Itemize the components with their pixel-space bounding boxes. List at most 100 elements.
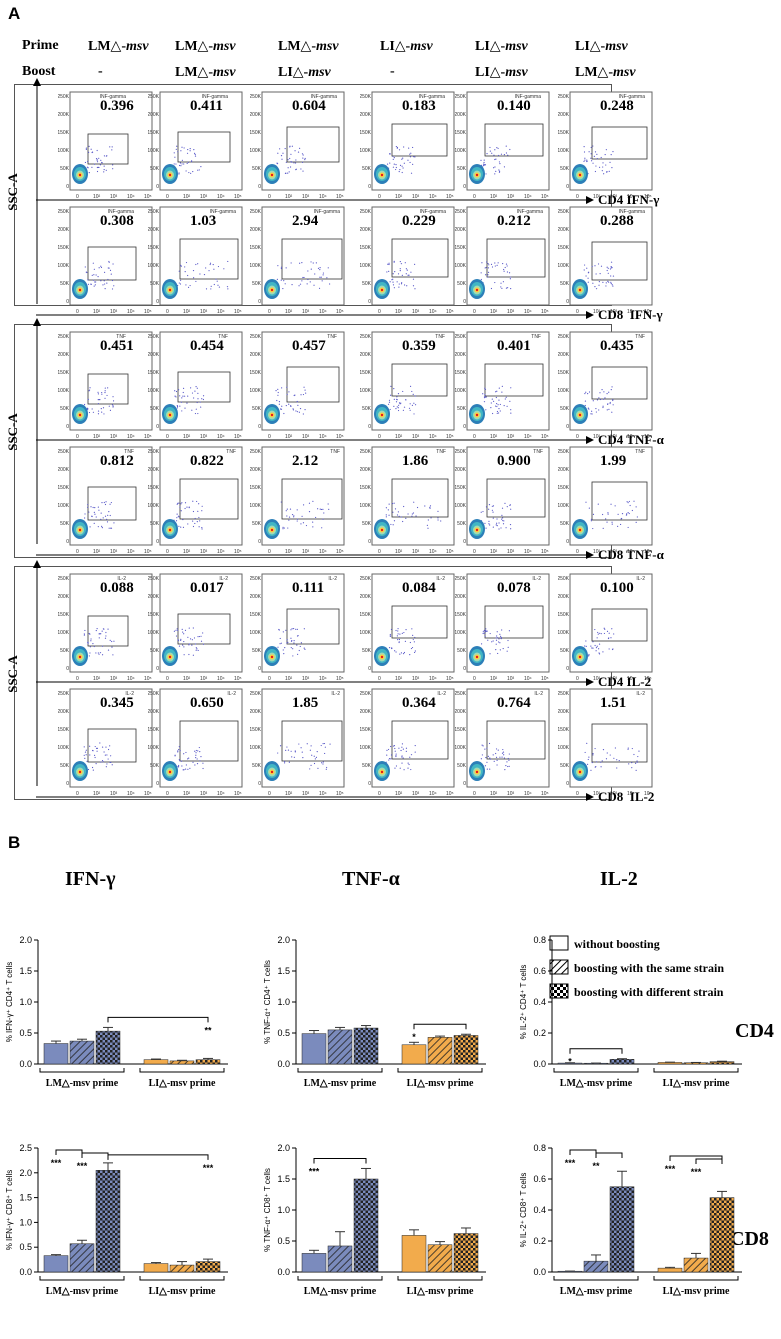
event-dot — [86, 760, 88, 762]
event-dot — [405, 268, 407, 270]
gate-percent: 0.812 — [100, 453, 134, 469]
event-dot — [603, 391, 605, 393]
event-dot — [412, 634, 414, 636]
y-tick: 0 — [258, 781, 261, 787]
event-dot — [178, 748, 180, 751]
event-dot — [484, 267, 486, 269]
event-dot — [625, 514, 628, 516]
significance-bracket — [313, 1157, 367, 1164]
event-dot — [605, 285, 607, 287]
event-dot — [101, 393, 103, 395]
event-dot — [110, 755, 112, 757]
event-dot — [93, 645, 95, 648]
event-dot — [319, 276, 321, 278]
event-dot — [103, 413, 105, 415]
y-tick: 100K — [250, 503, 262, 509]
event-dot — [101, 525, 103, 527]
event-dot — [390, 754, 393, 756]
x-tick: 0 — [576, 434, 579, 440]
event-dot — [612, 648, 614, 650]
event-dot — [289, 145, 291, 147]
bar-chart-5: 0.00.20.40.60.8% IL-2⁺ CD8⁺ T cellsLM△-m… — [519, 1143, 742, 1297]
gate-box — [486, 720, 546, 760]
event-dot — [492, 517, 494, 519]
y-tick: 200K — [250, 352, 262, 358]
event-dot — [215, 278, 217, 280]
event-dot — [416, 506, 419, 509]
event-dot — [112, 396, 114, 398]
event-dot — [96, 161, 99, 163]
event-dot — [106, 754, 108, 756]
y-tick: 0 — [66, 666, 69, 672]
x-tick: 10³ — [110, 194, 118, 200]
x-tick: 10⁵ — [144, 194, 152, 200]
x-axis-label: CD8 IL-2 — [598, 789, 655, 804]
event-dot — [410, 647, 413, 650]
event-dot — [505, 396, 507, 398]
event-dot — [197, 510, 199, 512]
x-tick: 10⁴ — [429, 434, 437, 440]
event-dot — [390, 628, 393, 631]
event-dot — [401, 743, 404, 745]
event-dot — [100, 265, 102, 267]
gate-label: IL-2 — [331, 691, 340, 697]
event-dot — [293, 516, 295, 518]
x-tick: 10³ — [412, 309, 420, 315]
event-dot — [410, 754, 413, 756]
event-dot — [502, 262, 504, 265]
x-tick: 10² — [395, 676, 403, 682]
gate-percent: 0.345 — [100, 695, 134, 711]
gate-box — [391, 123, 448, 157]
event-dot — [501, 287, 503, 290]
y-tick-label: 0.0 — [19, 1059, 32, 1069]
bar — [401, 1235, 427, 1273]
event-dot — [486, 153, 488, 155]
event-dot — [506, 650, 508, 652]
event-dot — [635, 506, 637, 508]
event-dot — [595, 650, 597, 652]
event-dot — [395, 651, 397, 653]
event-dot — [392, 284, 395, 286]
event-dot — [187, 636, 189, 638]
event-dot — [284, 283, 286, 285]
event-dot — [499, 410, 501, 412]
event-dot — [411, 513, 413, 515]
event-dot — [403, 651, 406, 654]
event-dot — [400, 516, 402, 518]
event-dot — [429, 505, 432, 507]
y-tick: 0 — [566, 424, 569, 430]
y-tick: 200K — [250, 112, 262, 118]
event-dot — [104, 515, 107, 517]
event-dot — [503, 268, 505, 271]
plot-frame — [261, 446, 345, 546]
y-tick: 250K — [148, 334, 160, 340]
event-dot — [610, 265, 612, 268]
y-tick: 100K — [250, 630, 262, 636]
density-peak — [380, 413, 384, 417]
event-dot — [386, 163, 389, 165]
gate-label: TNF — [226, 449, 236, 455]
event-dot — [194, 517, 196, 520]
event-dot — [409, 156, 412, 158]
gate-box — [87, 246, 137, 281]
event-dot — [394, 750, 396, 752]
y-tick: 200K — [148, 112, 160, 118]
significance-bracket — [595, 1152, 623, 1158]
y-tick: 0 — [368, 539, 371, 545]
event-dot — [619, 523, 622, 526]
gate-label: IL-2 — [636, 691, 645, 697]
event-dot — [179, 264, 182, 266]
event-dot — [492, 640, 494, 642]
event-dot — [199, 520, 201, 522]
event-dot — [97, 276, 99, 278]
y-tick: 50K — [457, 166, 467, 172]
event-dot — [394, 650, 396, 652]
event-dot — [293, 162, 295, 164]
y-tick-label: 0.5 — [277, 1236, 290, 1246]
event-dot — [392, 166, 395, 168]
event-dot — [191, 160, 193, 162]
event-dot — [503, 754, 505, 756]
event-dot — [181, 628, 183, 630]
